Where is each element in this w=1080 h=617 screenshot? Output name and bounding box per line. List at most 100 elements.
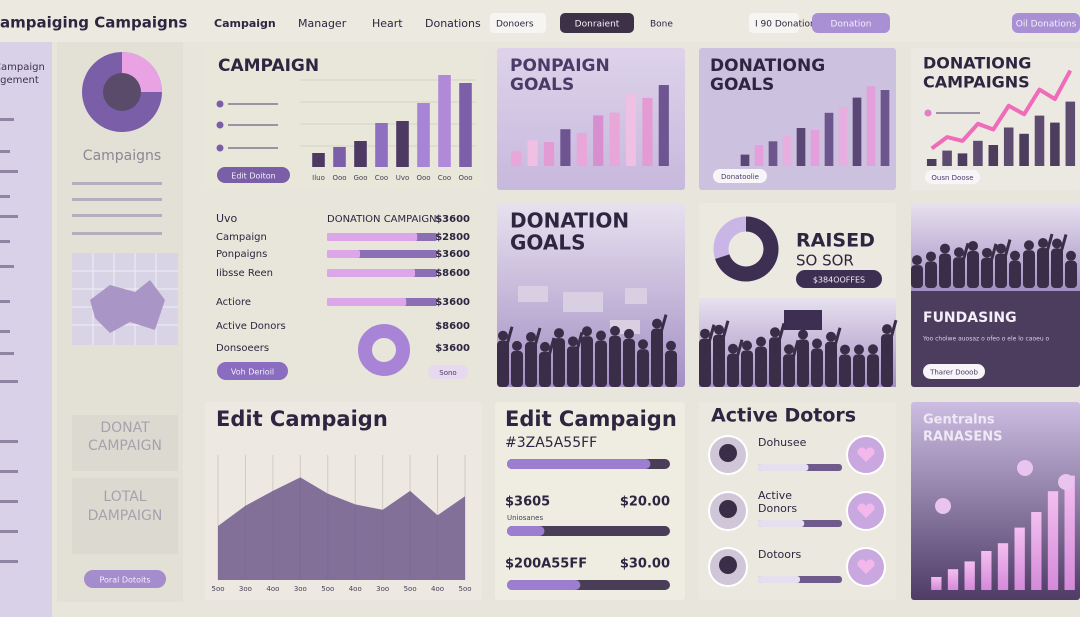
- bar: [1064, 475, 1075, 590]
- side-box-text: DAMPAIGN: [88, 508, 163, 524]
- silhouette: [525, 342, 537, 387]
- silhouette-head: [652, 318, 662, 329]
- silhouette: [967, 250, 979, 288]
- card-title: RAISED: [796, 230, 875, 252]
- bar: [1050, 122, 1060, 166]
- row-label: Active Donors: [216, 321, 286, 332]
- card-button[interactable]: Ousn Doose: [931, 174, 973, 182]
- bar: [396, 121, 409, 167]
- silhouette-arm: [833, 327, 842, 347]
- silhouette-head: [638, 339, 648, 350]
- silhouette: [741, 350, 753, 387]
- nav-item[interactable]: Donoers: [496, 20, 534, 30]
- progress-fill: [327, 269, 415, 277]
- bar: [973, 140, 983, 166]
- sidebar-line: [0, 118, 14, 121]
- bar: [1065, 101, 1076, 166]
- bar: [1047, 491, 1059, 590]
- silhouette: [1051, 248, 1063, 288]
- sidebar-line: [0, 195, 10, 198]
- list-header: Uvo: [216, 212, 238, 225]
- card-title: GOALS: [510, 75, 574, 95]
- nav-item[interactable]: Bone: [650, 20, 673, 30]
- silhouette-head: [1024, 240, 1034, 251]
- bar: [866, 86, 876, 166]
- sidebar-line: [0, 530, 18, 533]
- silhouette-head: [854, 344, 864, 355]
- nav-item[interactable]: Heart: [372, 17, 403, 30]
- silhouette-arm: [707, 324, 716, 344]
- x-tick-label: 3oo: [294, 585, 307, 593]
- bar: [625, 94, 637, 166]
- side-line: [72, 198, 162, 201]
- silhouette-head: [666, 340, 676, 351]
- card-title: GOALS: [510, 231, 586, 255]
- card-button[interactable]: Sono: [439, 369, 456, 377]
- side-line: [72, 182, 162, 185]
- nav-item[interactable]: I 90 Donations: [755, 20, 821, 30]
- donor-name: Active: [758, 489, 792, 502]
- nav-item[interactable]: Donation: [831, 20, 872, 30]
- silhouette-head: [1066, 250, 1076, 261]
- protest-sign: [625, 288, 647, 304]
- silhouette-arm: [1059, 234, 1068, 253]
- side-box: [72, 478, 178, 554]
- sidebar-line: [0, 470, 18, 473]
- bar: [576, 132, 587, 166]
- card-button-bg: [217, 362, 288, 380]
- bar: [642, 97, 653, 166]
- card-title: RANASENS: [923, 430, 1003, 445]
- bar: [438, 75, 451, 167]
- nav-item[interactable]: Campaign: [214, 17, 276, 30]
- card-button-bg: [713, 169, 767, 183]
- card: [205, 203, 482, 387]
- side-button[interactable]: Poral Dotoits: [99, 576, 150, 585]
- row-label: Campaign: [216, 232, 267, 243]
- sidebar-line: [0, 170, 18, 173]
- silhouette: [1065, 260, 1077, 288]
- nav-pill-bg: [490, 13, 546, 33]
- silhouette: [1023, 250, 1035, 288]
- silhouette-head: [728, 343, 738, 354]
- silhouette: [925, 261, 937, 288]
- sidebar-line: [0, 560, 18, 563]
- row-amount: $3605: [505, 495, 550, 510]
- sidebar-text: Campaign: [0, 62, 45, 73]
- nav-item[interactable]: Oil Donations: [1016, 20, 1077, 30]
- heart-bubble: [1017, 460, 1033, 476]
- bar: [1031, 512, 1042, 590]
- silhouette: [609, 335, 621, 387]
- legend-line: [228, 124, 278, 126]
- amount-pill[interactable]: $384OOFFES: [813, 276, 865, 285]
- progress-fill: [507, 526, 545, 536]
- nav-item[interactable]: Manager: [298, 17, 347, 30]
- bar: [543, 142, 555, 166]
- x-tick-label: Uvo: [396, 174, 410, 182]
- silhouette: [497, 340, 509, 387]
- silhouette: [637, 349, 649, 387]
- card-button[interactable]: Voh Derioil: [231, 368, 274, 377]
- card: [205, 48, 482, 190]
- x-tick-label: 4oo: [431, 585, 444, 593]
- side-line: [72, 232, 162, 235]
- avatar-face: [719, 556, 737, 574]
- silhouette-head: [926, 251, 936, 262]
- card-button[interactable]: Donatoolie: [721, 173, 759, 181]
- silhouette: [981, 257, 993, 288]
- silhouette: [953, 257, 965, 288]
- silhouette: [825, 341, 837, 387]
- row-amount: $2800: [435, 232, 470, 243]
- legend-line: [228, 103, 278, 105]
- silhouette-head: [968, 240, 978, 251]
- nav-item[interactable]: Donraient: [575, 20, 620, 30]
- card-button[interactable]: Edit Doiton: [231, 172, 275, 181]
- nav-pill-bg: [560, 13, 634, 33]
- card-button[interactable]: Tharer Dooob: [929, 369, 978, 377]
- row-amount: $3600: [435, 297, 470, 308]
- row-amount: $20.00: [620, 495, 670, 510]
- amount-pill-bg: [796, 270, 882, 288]
- progress-fill: [327, 233, 418, 241]
- nav-item[interactable]: Donations: [425, 17, 481, 30]
- silhouette: [623, 338, 635, 387]
- silhouette-head: [512, 340, 522, 351]
